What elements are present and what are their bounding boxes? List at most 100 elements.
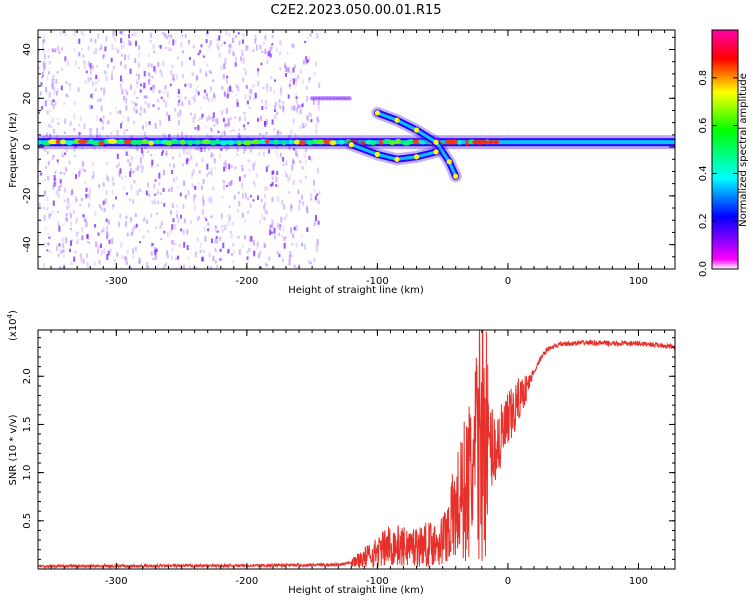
spectrogram-speckle [263, 201, 266, 207]
spectrogram-speckle [159, 45, 162, 49]
spectrogram-speckle [136, 79, 139, 84]
spectrogram-speckle [276, 111, 279, 115]
spectrogram-speckle [241, 244, 244, 248]
spectrogram-speckle [202, 199, 205, 205]
spectrogram-speckle [285, 212, 288, 219]
spectrogram-speckle [220, 44, 223, 47]
spectrogram-speckle [201, 113, 204, 118]
spectrogram-speckle [274, 105, 277, 111]
spectrogram-speckle [80, 197, 83, 202]
spectrogram-speckle [223, 130, 226, 135]
spectrogram-speckle [54, 47, 57, 53]
spectrogram-speckle [228, 44, 231, 47]
spectrogram-speckle [80, 31, 83, 35]
colorbar-ticks: 0.0 0.2 0.4 0.6 0.8 [698, 70, 738, 277]
spectrogram-speckle [75, 220, 78, 224]
spectrogram-speckle [45, 86, 48, 92]
spectrogram-speckle [270, 75, 273, 80]
spectrogram-speckle [160, 96, 163, 100]
spectrogram-speckle [76, 241, 78, 244]
spectrogram-speckle [115, 107, 118, 110]
spectrogram-speckle [305, 159, 308, 165]
spectrogram-speckle [82, 33, 85, 36]
spectrogram-speckle [272, 266, 275, 269]
spectrogram-speckle [85, 221, 88, 228]
spectrogram-speckle [209, 267, 212, 269]
spectrogram-speckle [43, 215, 46, 221]
spectrogram-speckle [238, 200, 241, 207]
spectrogram-speckle [196, 237, 199, 242]
spectrogram-speckle [223, 92, 226, 97]
spectrogram-speckle [80, 47, 83, 51]
spectrogram-speckle [48, 213, 51, 219]
spectrogram-speckle [224, 123, 227, 128]
spectrogram-speckle [199, 117, 201, 120]
spectrogram-speckle [100, 249, 103, 256]
spectrogram-speckle [46, 132, 48, 137]
spectrogram-speckle [288, 260, 291, 266]
spectrogram-speckle [250, 235, 253, 242]
spectrogram-speckle [169, 83, 172, 87]
spectrogram-speckle [139, 89, 142, 93]
spectrogram-speckle [237, 86, 240, 92]
spectrogram-speckle [125, 97, 128, 104]
spectrogram-speckle [47, 55, 50, 59]
spectrogram-speckle [170, 70, 173, 76]
carrier-band-blob [179, 139, 186, 145]
spectrogram-speckle [299, 125, 302, 130]
spectrogram-speckle [127, 116, 130, 122]
spectrogram-speckle [317, 220, 320, 225]
spectrogram-speckle [209, 40, 212, 46]
spectrogram-speckle [302, 126, 305, 129]
carrier-band-blob [299, 140, 306, 146]
spectrogram-speckle [147, 53, 150, 57]
spectrogram-speckle [45, 100, 47, 107]
spectrogram-speckle [79, 253, 82, 259]
spectrogram-speckle [52, 103, 55, 110]
spectrogram-speckle [98, 48, 101, 51]
spectrogram-speckle [81, 160, 84, 167]
spectrogram-speckle [103, 150, 106, 153]
spectrogram-speckle [173, 163, 175, 169]
spectrogram-speckle [55, 79, 58, 84]
spectrogram-speckle [120, 75, 122, 82]
spectrogram-speckle [87, 60, 90, 67]
spectrogram-speckle [257, 68, 260, 72]
spectrogram-speckle [175, 204, 178, 208]
spectrogram-speckle [177, 95, 180, 98]
spectrogram-speckle [181, 73, 184, 79]
spectrogram-speckle [62, 243, 65, 248]
spectrogram-speckle [292, 158, 294, 165]
spectrogram-speckle [74, 144, 77, 148]
spectrogram-speckle [184, 34, 187, 38]
spectrogram-speckle [266, 87, 269, 92]
spectrogram-speckle [288, 174, 291, 180]
spectrogram-speckle [264, 187, 267, 192]
spectrogram-speckle [129, 168, 132, 174]
spectrogram-speckle [76, 238, 79, 245]
spectrogram-speckle [221, 109, 224, 116]
spectrogram-speckle [178, 99, 181, 103]
spectrogram-speckle [145, 190, 148, 196]
spectrogram-speckle [271, 223, 274, 228]
spectrogram-speckle [83, 258, 85, 265]
spectrogram-speckle [257, 80, 260, 87]
spectrogram-speckle [50, 125, 53, 129]
spectrogram-speckle [257, 195, 259, 200]
spectrogram-speckle [195, 163, 198, 167]
spectrogram-speckle [166, 91, 169, 98]
spectrogram-speckle [103, 248, 106, 254]
spectrogram-speckle [93, 145, 96, 151]
spectrogram-speckle [201, 114, 203, 120]
spectrogram-speckle [75, 199, 78, 203]
spectrogram-speckle [131, 100, 134, 104]
spectrogram-speckle [82, 168, 85, 172]
spectrogram-speckle [177, 112, 180, 118]
spectrogram-speckle [290, 253, 293, 258]
spectrogram-speckle [162, 188, 165, 192]
spectrogram-speckle [216, 38, 219, 42]
spectrogram-speckle [227, 93, 230, 97]
spectrogram-speckle [125, 106, 128, 112]
spectrogram-speckle [315, 215, 317, 221]
carrier-band-blob [98, 140, 105, 146]
